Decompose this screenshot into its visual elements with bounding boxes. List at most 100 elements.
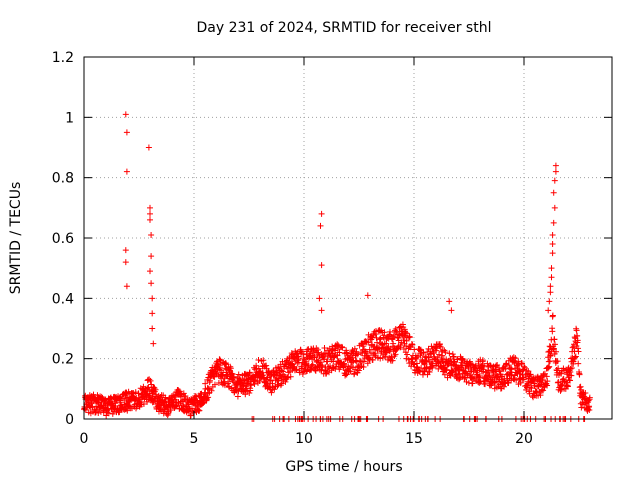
- data-point-marker: [527, 384, 534, 391]
- data-point-marker: [548, 265, 555, 272]
- data-point-marker: [545, 349, 552, 356]
- data-point-marker: [392, 351, 399, 358]
- data-point-marker: [552, 168, 559, 175]
- data-point-marker: [572, 353, 579, 360]
- data-point-marker: [501, 383, 508, 390]
- data-point-marker: [390, 340, 397, 347]
- data-point-marker: [147, 216, 153, 223]
- x-tick-label: 5: [190, 431, 199, 447]
- data-point-marker: [543, 373, 550, 380]
- data-point-marker: [549, 241, 556, 248]
- data-point-marker: [440, 368, 447, 375]
- data-point-marker: [393, 328, 400, 335]
- axis-ticks: 0 0.2 0.4 0.6 0.8 1 1.2 0 5 10 15 20: [52, 50, 612, 447]
- data-point-marker: [390, 332, 397, 339]
- data-point-marker: [318, 307, 325, 314]
- data-point-marker: [551, 336, 558, 343]
- data-point-marker: [360, 343, 367, 350]
- data-point-marker: [409, 341, 416, 348]
- data-point-marker: [450, 353, 457, 360]
- data-point-marker: [260, 357, 267, 364]
- y-tick-label: 0.8: [52, 171, 74, 187]
- data-point-marker: [347, 368, 354, 375]
- data-point-marker: [240, 377, 247, 384]
- data-point-marker: [225, 378, 232, 385]
- data-point-marker: [365, 339, 372, 346]
- data-point-marker: [338, 343, 345, 350]
- data-point-marker: [549, 231, 556, 238]
- data-point-marker: [477, 378, 484, 385]
- data-point-marker: [408, 340, 415, 347]
- data-point-marker: [369, 356, 376, 363]
- data-point-marker: [246, 369, 253, 376]
- data-point-marker: [235, 371, 242, 378]
- data-point-marker: [227, 365, 234, 372]
- data-point-marker: [230, 373, 237, 380]
- data-point-marker: [90, 391, 97, 398]
- data-point-marker: [248, 382, 255, 389]
- data-point-marker: [246, 389, 253, 396]
- data-point-marker: [324, 358, 331, 365]
- data-point-marker: [545, 364, 552, 371]
- data-point-marker: [95, 409, 102, 416]
- data-point-marker: [562, 378, 569, 385]
- data-point-marker: [459, 362, 466, 369]
- data-point-marker: [551, 177, 558, 184]
- data-point-marker: [161, 399, 168, 406]
- data-point-marker: [202, 380, 209, 387]
- data-point-marker: [369, 341, 376, 348]
- data-point-marker: [527, 371, 534, 378]
- data-point-marker: [107, 395, 114, 402]
- data-point-marker: [554, 358, 561, 365]
- data-point-marker: [373, 334, 380, 341]
- data-point-marker: [539, 376, 546, 383]
- data-point-marker: [124, 407, 131, 414]
- data-point-marker: [291, 363, 298, 370]
- data-point-marker: [469, 380, 476, 387]
- data-point-marker: [515, 358, 522, 365]
- data-point-marker: [148, 253, 155, 260]
- y-tick-label: 1.2: [52, 50, 74, 66]
- data-point-marker: [545, 307, 552, 314]
- data-point-marker: [547, 283, 554, 290]
- data-point-marker: [94, 400, 101, 407]
- data-point-marker: [505, 379, 512, 386]
- data-point-marker: [317, 359, 324, 366]
- data-point-marker: [436, 351, 443, 358]
- data-point-marker: [567, 377, 574, 384]
- data-point-marker: [540, 387, 547, 394]
- data-point-marker: [234, 393, 241, 400]
- data-point-marker: [439, 352, 446, 359]
- data-point-marker: [147, 268, 153, 275]
- data-point-marker: [476, 379, 483, 386]
- data-point-marker: [586, 394, 593, 401]
- data-point-marker: [479, 357, 486, 364]
- data-point-marker: [477, 373, 483, 380]
- data-point-marker: [168, 393, 175, 400]
- data-point-marker: [574, 332, 581, 339]
- data-point-marker: [205, 394, 212, 401]
- data-point-marker: [555, 379, 562, 386]
- data-point-marker: [354, 351, 361, 358]
- data-point-marker: [216, 356, 223, 363]
- data-point-marker: [243, 380, 250, 387]
- data-point-marker: [266, 377, 273, 384]
- data-point-marker: [416, 346, 423, 353]
- data-point-marker: [279, 368, 286, 375]
- data-point-marker: [575, 348, 582, 355]
- data-point-marker: [319, 363, 326, 370]
- data-point-marker: [132, 389, 139, 396]
- data-point-marker: [492, 380, 499, 387]
- data-point-marker: [547, 289, 554, 296]
- data-point-marker: [547, 352, 554, 359]
- y-tick-label: 0.2: [52, 352, 74, 368]
- data-point-marker: [377, 355, 384, 362]
- data-point-marker: [387, 331, 394, 338]
- data-point-marker: [321, 344, 328, 351]
- data-point-marker: [522, 373, 529, 380]
- data-point-marker: [147, 210, 153, 217]
- data-point-marker: [567, 365, 574, 372]
- y-tick-label: 0: [65, 412, 74, 428]
- data-point-marker: [339, 344, 346, 351]
- data-point-marker: [123, 168, 130, 175]
